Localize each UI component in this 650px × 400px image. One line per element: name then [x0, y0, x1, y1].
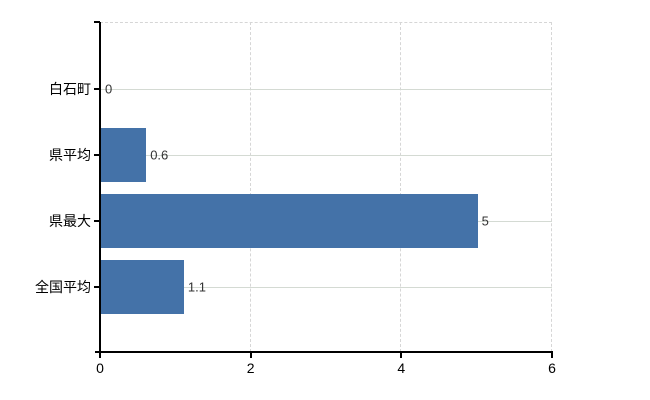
- x-axis-line: [95, 351, 553, 353]
- x-axis-tick-label: 6: [548, 360, 556, 376]
- x-axis-tick: [400, 353, 403, 358]
- grid-line-horizontal: [100, 287, 552, 288]
- y-axis-tick: [94, 88, 100, 90]
- x-axis-tick: [99, 353, 101, 358]
- bar-data-label: 5: [481, 213, 489, 229]
- y-axis-tick: [94, 286, 100, 288]
- x-axis-tick-label: 2: [246, 360, 255, 376]
- y-axis-tick: [94, 220, 100, 222]
- bar[interactable]: [101, 128, 147, 182]
- x-axis-tick-label: 0: [96, 360, 104, 376]
- grid-line-horizontal: [100, 155, 552, 156]
- x-axis-tick-label: 4: [397, 360, 406, 376]
- bar[interactable]: [101, 260, 184, 314]
- category-label: 白石町: [49, 81, 91, 97]
- bar[interactable]: [101, 194, 478, 248]
- grid-line-vertical: [551, 22, 552, 352]
- y-axis-tick: [94, 154, 100, 156]
- grid-line-vertical: [249, 22, 251, 352]
- category-label: 県平均: [49, 147, 91, 163]
- bar-data-label: 0: [105, 81, 113, 97]
- grid-line-vertical: [400, 22, 402, 352]
- grid-line-horizontal: [100, 89, 552, 90]
- y-axis-tick: [94, 21, 100, 23]
- x-axis-tick: [551, 353, 553, 358]
- y-axis-line: [99, 22, 101, 352]
- bar-data-label: 1.1: [187, 279, 206, 295]
- category-label: 全国平均: [35, 279, 91, 295]
- x-axis-tick: [249, 353, 252, 358]
- category-label: 県最大: [49, 213, 91, 229]
- bar-data-label: 0.6: [150, 147, 169, 163]
- plot-area: 0 0.6 5 1.1: [100, 22, 552, 352]
- plot-top-border: [100, 22, 552, 23]
